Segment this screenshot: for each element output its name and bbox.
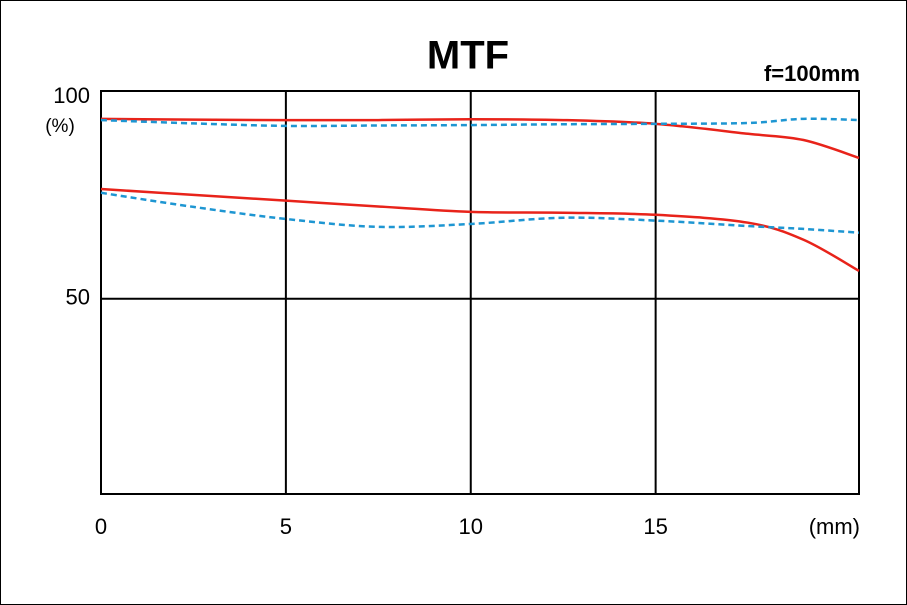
y-tick-label: 50 bbox=[66, 285, 90, 310]
mtf-line bbox=[100, 117, 860, 128]
x-tick-label: 15 bbox=[643, 514, 667, 539]
mtf-line bbox=[100, 187, 860, 272]
x-tick-label: 10 bbox=[459, 514, 483, 539]
chart-title: MTF bbox=[427, 34, 509, 78]
y-axis-label: (%) bbox=[45, 116, 75, 137]
mtf-line bbox=[100, 117, 860, 160]
annotation: f=100mm bbox=[764, 61, 860, 86]
x-tick-label: 5 bbox=[280, 514, 292, 539]
x-axis-label: (mm) bbox=[809, 514, 860, 539]
mtf-line bbox=[100, 191, 860, 234]
y-tick-label: 100 bbox=[53, 83, 90, 108]
x-tick-label: 0 bbox=[95, 514, 107, 539]
